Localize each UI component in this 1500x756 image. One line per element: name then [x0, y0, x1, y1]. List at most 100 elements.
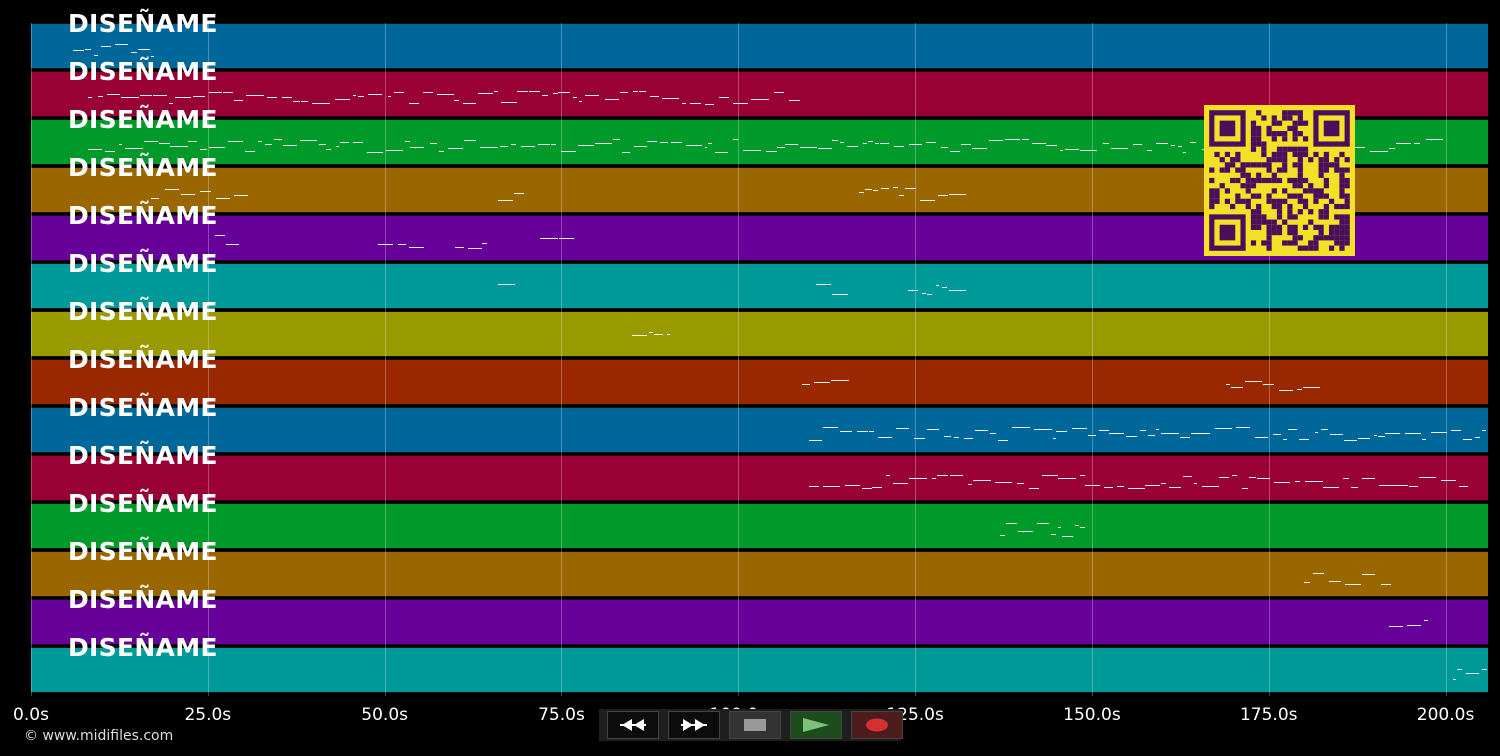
- grid-line: [1268, 23, 1270, 696]
- note-mark: [670, 142, 683, 143]
- note-mark: [893, 146, 904, 147]
- note-mark: [1419, 477, 1437, 478]
- rewind-button[interactable]: [607, 711, 659, 739]
- note-mark: [1061, 536, 1073, 537]
- note-mark: [181, 194, 195, 195]
- note-mark: [654, 334, 664, 335]
- note-mark: [927, 294, 933, 295]
- note-mark: [387, 96, 391, 97]
- note-mark: [1452, 679, 1457, 680]
- track-label: DISEÑAME: [68, 585, 218, 614]
- note-mark: [765, 151, 778, 152]
- note-mark: [257, 141, 263, 142]
- note-mark: [998, 440, 1009, 441]
- note-mark: [352, 142, 364, 143]
- note-mark: [908, 290, 919, 291]
- note-mark: [1475, 437, 1481, 438]
- note-mark: [1146, 150, 1153, 151]
- note-mark: [880, 188, 889, 189]
- note-mark: [846, 146, 858, 147]
- track-lane[interactable]: [31, 311, 1488, 357]
- note-mark: [856, 431, 869, 432]
- copyright-text: © www.midifiles.com: [24, 728, 174, 744]
- note-mark: [300, 101, 308, 102]
- note-mark: [638, 91, 647, 92]
- note-mark: [943, 436, 952, 437]
- note-mark: [87, 149, 103, 150]
- track-label: DISEÑAME: [68, 345, 218, 374]
- note-mark: [1357, 438, 1371, 439]
- record-icon: [866, 718, 888, 732]
- note-mark: [949, 194, 967, 195]
- note-mark: [1127, 488, 1145, 489]
- note-mark: [954, 437, 959, 438]
- track-lane[interactable]: [31, 263, 1488, 309]
- note-mark: [540, 238, 559, 239]
- note-mark: [867, 141, 873, 142]
- track-lane[interactable]: [31, 503, 1488, 549]
- note-mark: [666, 334, 670, 335]
- track-label: DISEÑAME: [68, 57, 218, 86]
- note-mark: [732, 103, 748, 104]
- note-mark: [1330, 434, 1344, 435]
- note-mark: [1274, 482, 1290, 483]
- track-lane[interactable]: [31, 407, 1488, 453]
- note-mark: [101, 46, 111, 47]
- note-mark: [937, 475, 948, 476]
- note-mark: [708, 143, 713, 144]
- record-button[interactable]: [851, 711, 903, 739]
- note-mark: [809, 440, 823, 441]
- note-mark: [335, 99, 350, 100]
- note-mark: [169, 146, 188, 147]
- note-mark: [572, 97, 578, 98]
- note-mark: [1109, 433, 1125, 434]
- note-mark: [152, 95, 168, 96]
- note-mark: [1256, 478, 1270, 479]
- note-mark: [1457, 669, 1462, 670]
- track-lane[interactable]: [31, 599, 1488, 645]
- note-mark: [831, 380, 850, 381]
- note-mark: [499, 146, 509, 147]
- track-lane[interactable]: [31, 647, 1488, 693]
- track-label: DISEÑAME: [68, 105, 218, 134]
- note-mark: [169, 103, 174, 104]
- note-mark: [233, 100, 243, 101]
- track-lane[interactable]: [31, 359, 1488, 405]
- note-mark: [620, 92, 629, 93]
- note-mark: [1056, 431, 1067, 432]
- note-mark: [1042, 475, 1059, 476]
- note-mark: [1377, 436, 1385, 437]
- fast-forward-button[interactable]: [668, 711, 720, 739]
- grid-line: [915, 23, 917, 696]
- note-mark: [1029, 488, 1039, 489]
- note-mark: [541, 95, 549, 96]
- note-mark: [550, 144, 556, 145]
- note-mark: [785, 144, 799, 145]
- note-mark: [1482, 430, 1486, 431]
- note-mark: [215, 198, 231, 199]
- track-lane[interactable]: [31, 551, 1488, 597]
- note-mark: [1328, 581, 1341, 582]
- grid-line: [1091, 23, 1093, 696]
- note-mark: [1263, 384, 1275, 385]
- note-mark: [1282, 439, 1288, 440]
- note-mark: [719, 97, 729, 98]
- stop-icon: [744, 719, 766, 731]
- note-mark: [1148, 435, 1156, 436]
- note-mark: [1245, 381, 1263, 382]
- note-mark: [281, 97, 292, 98]
- note-mark: [634, 146, 647, 147]
- note-mark: [200, 149, 207, 150]
- stop-button[interactable]: [729, 711, 781, 739]
- note-mark: [1380, 584, 1391, 585]
- track-lane[interactable]: [31, 23, 1488, 69]
- note-mark: [1249, 477, 1257, 478]
- note-mark: [942, 287, 947, 288]
- note-mark: [1171, 145, 1176, 146]
- transport-controls: [599, 709, 903, 741]
- note-mark: [647, 141, 658, 142]
- note-mark: [1303, 387, 1321, 388]
- note-mark: [293, 101, 300, 102]
- play-button[interactable]: [790, 711, 842, 739]
- track-lane[interactable]: [31, 455, 1488, 501]
